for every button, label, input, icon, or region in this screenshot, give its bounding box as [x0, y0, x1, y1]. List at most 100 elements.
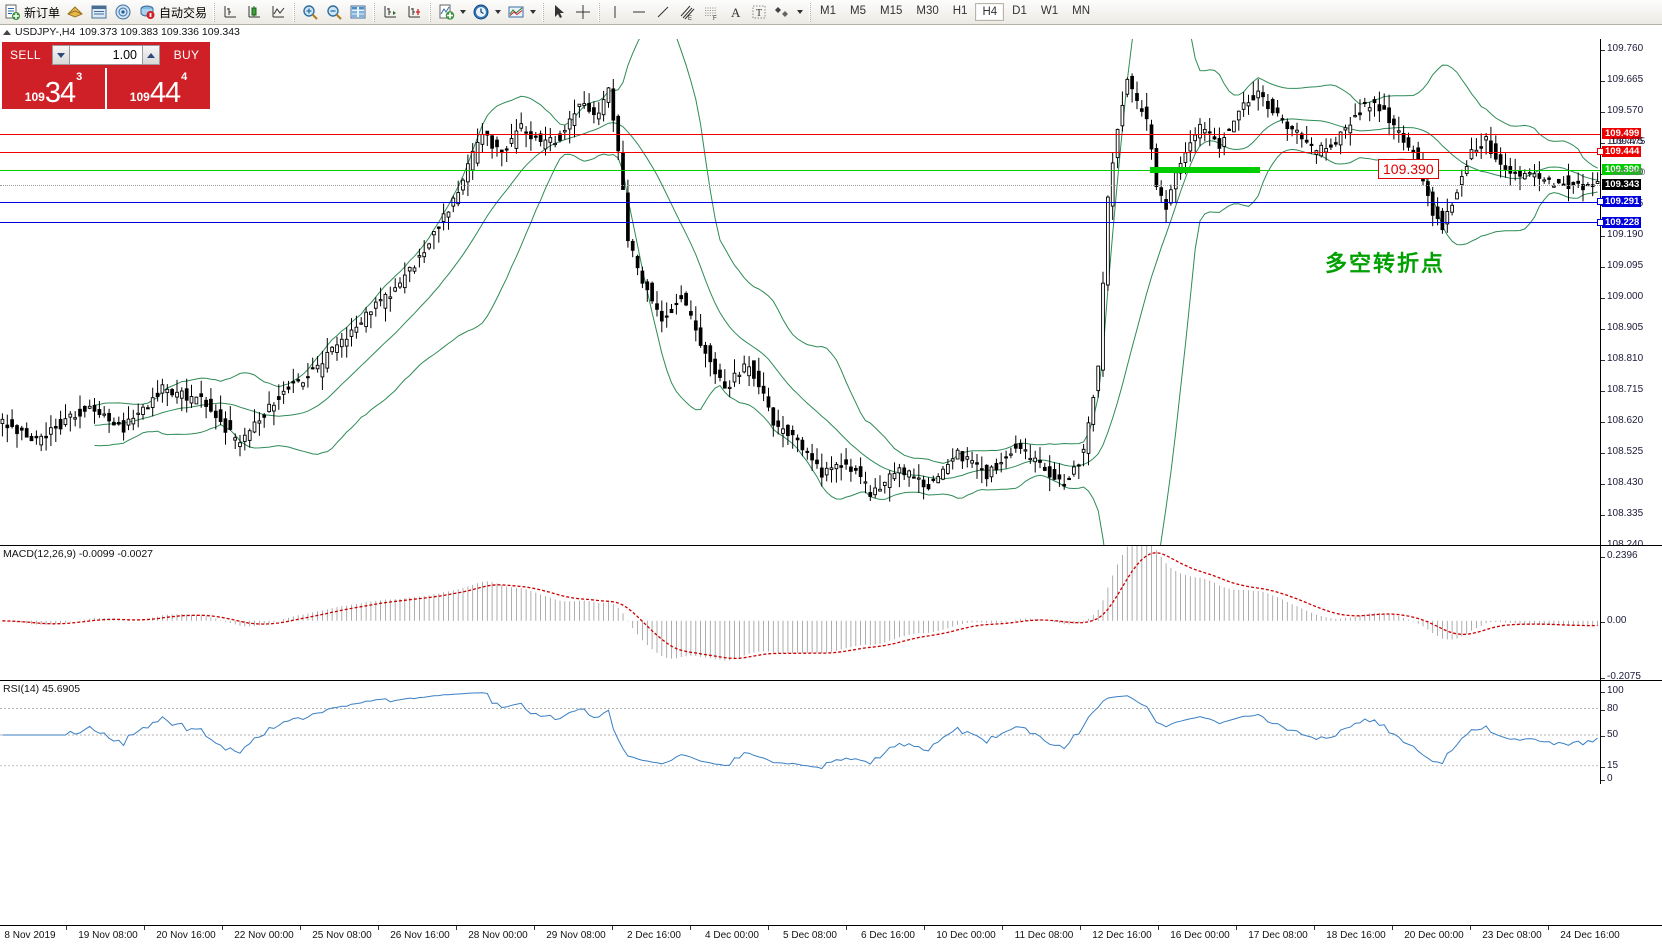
- shift-end-button[interactable]: [378, 1, 402, 23]
- time-tick: 20 Dec 00:00: [1404, 930, 1464, 941]
- price-level-label[interactable]: 109.380: [1611, 167, 1646, 179]
- price-tick: 109.000: [1601, 291, 1643, 302]
- timeframe-mn[interactable]: MN: [1072, 5, 1090, 17]
- timeframe-h1[interactable]: H1: [952, 5, 968, 17]
- price-level-line[interactable]: [0, 201, 1600, 203]
- time-tick-mark: [1080, 926, 1081, 930]
- time-tick: 20 Nov 16:00: [156, 930, 216, 941]
- price-level-label[interactable]: 109.343: [1602, 179, 1642, 191]
- add-indicator-icon: [437, 3, 455, 21]
- timeframe-m15[interactable]: M15: [880, 5, 903, 17]
- trendline-button[interactable]: [651, 1, 675, 23]
- text-label-button[interactable]: T: [747, 1, 771, 23]
- timeframe-d1[interactable]: D1: [1012, 5, 1027, 17]
- price-level-handle[interactable]: [1597, 148, 1604, 156]
- time-tick-mark: [534, 926, 535, 930]
- buy-price[interactable]: 109 44 4: [107, 68, 210, 109]
- volume-decrease-button[interactable]: [52, 45, 70, 65]
- equidistant-channel-button[interactable]: E: [675, 1, 699, 23]
- auto-scroll-button[interactable]: [402, 1, 426, 23]
- price-level-line[interactable]: [0, 169, 1600, 171]
- timeframe-w1[interactable]: W1: [1040, 5, 1059, 17]
- vline-button[interactable]: [603, 1, 627, 23]
- volume-control[interactable]: 1.00: [49, 42, 163, 68]
- zoom-in-button[interactable]: [298, 1, 322, 23]
- hline-icon: [630, 3, 648, 21]
- hline-button[interactable]: [627, 1, 651, 23]
- timeframe-m30[interactable]: M30: [916, 5, 939, 17]
- price-level-handle[interactable]: [1597, 218, 1604, 226]
- text-button[interactable]: A: [723, 1, 747, 23]
- buy-button[interactable]: BUY: [163, 42, 210, 68]
- chevron-down-icon[interactable]: [530, 10, 537, 14]
- cursor-button[interactable]: [547, 1, 571, 23]
- toolbar-separator: [598, 2, 601, 22]
- svg-text:T: T: [756, 8, 762, 19]
- price-level-handle[interactable]: [1597, 198, 1604, 206]
- crosshair-button[interactable]: [571, 1, 595, 23]
- candlestick-chart-button[interactable]: [242, 1, 266, 23]
- price-pane[interactable]: 109.760 109.665 109.570 109.475 109.380 109.2…: [0, 39, 1662, 550]
- macd-plot-area[interactable]: [0, 546, 1600, 680]
- green-level-marker[interactable]: [1150, 166, 1260, 173]
- text-label-icon: T: [750, 3, 768, 21]
- timeframe-m1[interactable]: M1: [820, 5, 837, 17]
- chinese-annotation-text[interactable]: 多空转折点: [1325, 252, 1446, 278]
- price-scale[interactable]: 109.760 109.665 109.570 109.475 109.380 109.2…: [1597, 39, 1662, 550]
- time-tick: 16 Dec 00:00: [1170, 930, 1230, 941]
- line-chart-button[interactable]: [266, 1, 290, 23]
- price-level-label[interactable]: 109.390: [1602, 164, 1642, 176]
- navigator-icon: [114, 3, 132, 21]
- toolbar-separator: [213, 2, 216, 22]
- time-scale[interactable]: 8 Nov 2019 19 Nov 08:00 20 Nov 16:00 22 Nov…: [0, 925, 1662, 948]
- chevron-down-icon[interactable]: [460, 10, 467, 14]
- fibonacci-button[interactable]: F: [699, 1, 723, 23]
- volume-input[interactable]: 1.00: [70, 45, 142, 65]
- sell-price[interactable]: 109 34 3: [2, 68, 107, 109]
- sell-price-fraction: 3: [76, 71, 83, 83]
- price-level-line[interactable]: [0, 222, 1600, 224]
- period-button[interactable]: [469, 1, 504, 23]
- price-level-label[interactable]: 109.228: [1597, 216, 1642, 228]
- shapes-button[interactable]: [771, 1, 806, 23]
- buy-price-fraction: 4: [181, 71, 188, 83]
- price-tick: 109.570: [1601, 105, 1643, 116]
- expert-advisor-button[interactable]: [63, 1, 87, 23]
- toolbar-separator: [373, 2, 376, 22]
- grid-button[interactable]: [346, 1, 370, 23]
- price-level-label[interactable]: 109.444: [1597, 146, 1642, 158]
- autotrading-icon: [138, 3, 156, 21]
- price-level-label[interactable]: 109.499: [1602, 128, 1642, 140]
- time-tick: 4 Dec 00:00: [705, 930, 759, 941]
- new-order-button[interactable]: 新订单: [0, 1, 63, 23]
- add-indicator-button[interactable]: [434, 1, 469, 23]
- price-plot-area[interactable]: [0, 39, 1600, 545]
- rsi-plot-area[interactable]: [0, 681, 1600, 784]
- one-click-trading-panel[interactable]: SELL 1.00 BUY 109 34 3 109 44 4: [2, 42, 210, 109]
- data-window-button[interactable]: [87, 1, 111, 23]
- zoom-out-button[interactable]: [322, 1, 346, 23]
- price-level-label[interactable]: 109.291: [1597, 196, 1642, 208]
- sell-button[interactable]: SELL: [2, 42, 49, 68]
- navigator-button[interactable]: [111, 1, 135, 23]
- timeframe-m5[interactable]: M5: [850, 5, 866, 17]
- macd-pane[interactable]: MACD(12,26,9) -0.0099 -0.0027 0.2396 0.00…: [0, 545, 1662, 682]
- timeframe-h4[interactable]: H4: [975, 3, 1005, 21]
- bar-chart-button[interactable]: [218, 1, 242, 23]
- time-tick: 8 Nov 2019: [4, 930, 56, 941]
- time-tick: 26 Nov 16:00: [390, 930, 450, 941]
- chevron-down-icon[interactable]: [797, 10, 804, 14]
- templates-button[interactable]: [504, 1, 539, 23]
- price-level-line[interactable]: [0, 184, 1600, 186]
- cursor-icon: [550, 3, 568, 21]
- rsi-pane[interactable]: RSI(14) 45.6905 100 80 50 15 0: [0, 680, 1662, 784]
- autotrading-button[interactable]: 自动交易: [135, 1, 210, 23]
- price-level-line[interactable]: [0, 151, 1600, 153]
- svg-text:A: A: [731, 5, 741, 20]
- price-annotation-box[interactable]: 109.390: [1378, 158, 1439, 179]
- chevron-down-icon[interactable]: [495, 10, 502, 14]
- price-level-line[interactable]: [0, 133, 1600, 135]
- volume-increase-button[interactable]: [142, 45, 160, 65]
- price-level-label[interactable]: 109.475: [1611, 136, 1646, 148]
- time-tick: 6 Dec 16:00: [861, 930, 915, 941]
